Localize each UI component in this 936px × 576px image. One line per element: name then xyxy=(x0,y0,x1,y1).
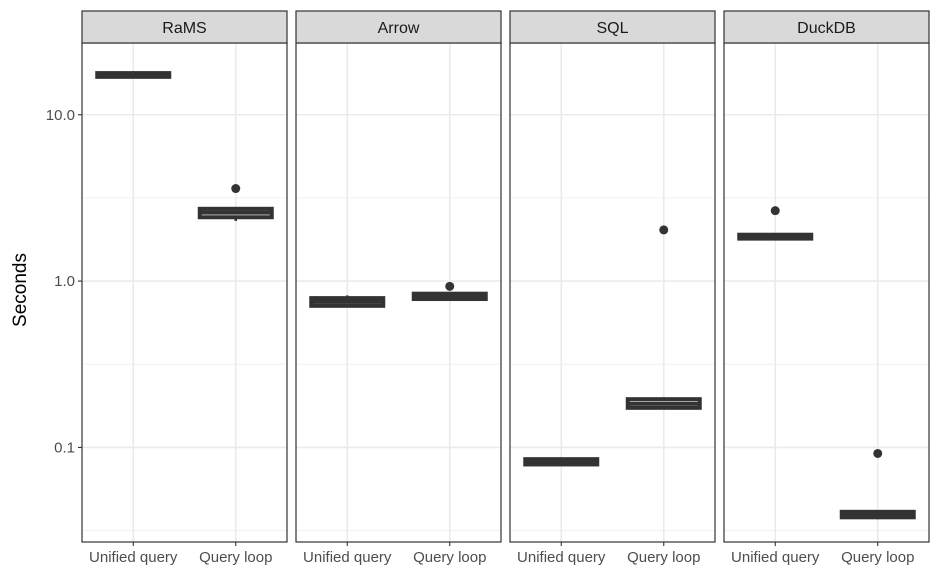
facet-sql: SQL Unified query Query loop xyxy=(509,10,716,566)
boxplot-sql-query-loop xyxy=(625,225,702,410)
facet-strip xyxy=(723,10,930,44)
x-tick-label: Unified query xyxy=(89,549,178,566)
y-axis-title: Seconds xyxy=(10,253,31,327)
boxplot-arrow-unified-query xyxy=(309,295,386,308)
facet-strip-label: DuckDB xyxy=(797,20,856,37)
boxplot-arrow-query-loop xyxy=(411,281,488,302)
x-tick-label: Query loop xyxy=(841,549,914,566)
panel-background xyxy=(510,43,715,542)
facet-rams: RaMS Unified query Query loop xyxy=(81,10,288,566)
outlier-point xyxy=(770,206,780,216)
boxplot-duckdb-query-loop xyxy=(839,448,916,520)
facet-strip-label: RaMS xyxy=(162,20,206,37)
plot-area: RaMS Unified query Query loop Arrow Unified … xyxy=(46,10,930,566)
x-tick-label: Query loop xyxy=(199,549,272,566)
x-tick-label: Unified query xyxy=(303,549,392,566)
facet-strip-label: SQL xyxy=(596,20,628,37)
facet-arrow: Arrow Unified query Query loop xyxy=(295,10,502,566)
boxplot-rams-unified-query xyxy=(95,71,172,79)
boxplot-rams-query-loop xyxy=(197,184,274,221)
facet-duckdb: DuckDB Unified query Query loop xyxy=(723,10,930,566)
boxplot-sql-unified-query xyxy=(523,457,600,467)
outlier-point xyxy=(873,448,883,458)
boxplot-duckdb-unified-query xyxy=(737,206,814,241)
facet-strip xyxy=(81,10,288,44)
x-tick-label: Query loop xyxy=(413,549,486,566)
outlier-point xyxy=(659,225,669,235)
y-axis: 0.1 1.0 10.0 xyxy=(46,107,82,456)
x-tick-label: Query loop xyxy=(627,549,700,566)
x-tick-label: Unified query xyxy=(517,549,606,566)
y-tick-label: 1.0 xyxy=(54,273,75,290)
x-tick-label: Unified query xyxy=(731,549,820,566)
y-tick-label: 0.1 xyxy=(54,439,75,456)
outlier-point xyxy=(231,184,241,194)
panel-background xyxy=(82,43,287,542)
y-tick-label: 10.0 xyxy=(46,107,75,124)
panel-background xyxy=(724,43,929,542)
facet-strip xyxy=(509,10,716,44)
facet-strip xyxy=(295,10,502,44)
outlier-point xyxy=(445,281,455,291)
facet-strip-label: Arrow xyxy=(378,20,420,37)
